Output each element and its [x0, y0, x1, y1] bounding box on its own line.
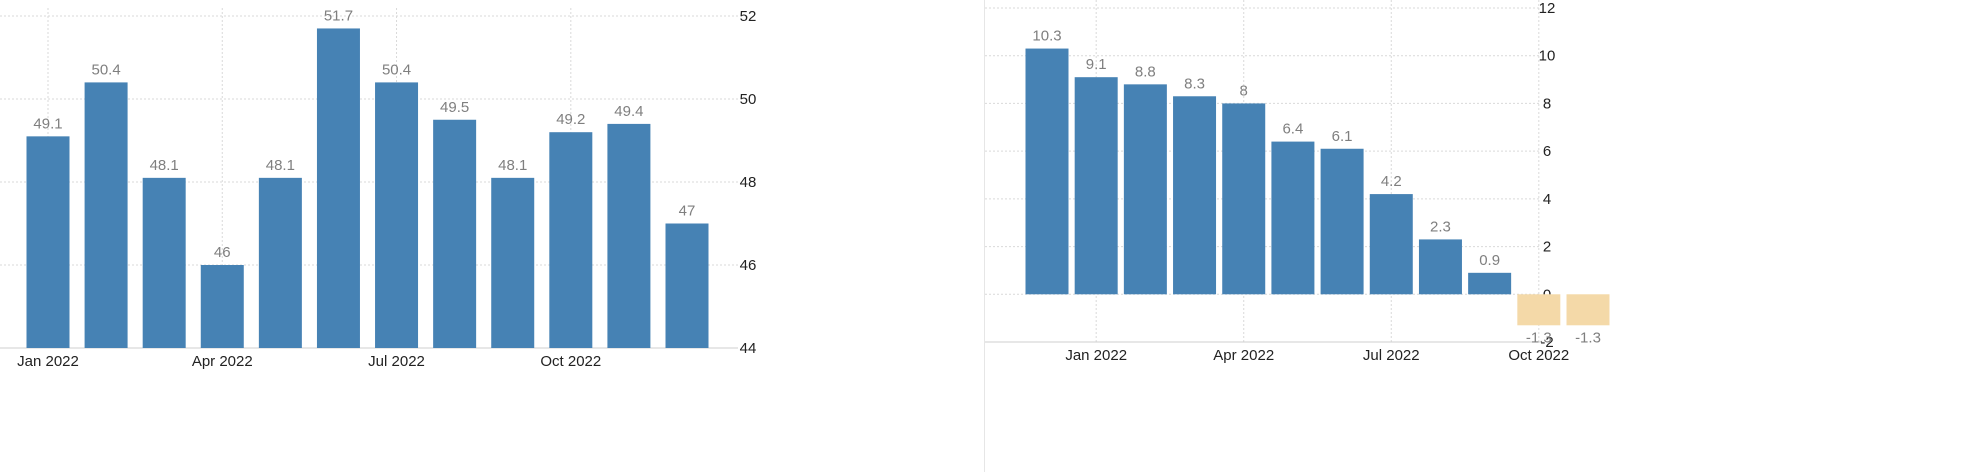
bar-chart-right: -202468101210.39.18.88.386.46.14.22.30.9…	[985, 0, 1610, 364]
right-bar	[1123, 84, 1167, 295]
left-bar	[26, 136, 70, 348]
right-data-label: 10.3	[1032, 28, 1061, 45]
right-ytick-label: 6	[1543, 143, 1551, 160]
left-data-label: 48.1	[150, 157, 179, 174]
chart-panel-left: 44 46 48 50 52 49.1 50.4 48.1 46 48.1 51.7 50.4 49.5…	[0, 7, 757, 370]
left-ytick-label: 52	[740, 8, 757, 25]
left-bar	[491, 177, 535, 348]
left-data-label: 49.2	[556, 111, 585, 128]
left-ytick-label: 50	[740, 91, 757, 108]
right-data-label: 6.4	[1282, 121, 1303, 138]
left-data-label: 47	[679, 203, 696, 220]
right-ytick-label: 2	[1543, 239, 1551, 256]
right-bar	[1369, 194, 1413, 295]
right-bar	[1566, 294, 1610, 326]
left-bar	[142, 177, 186, 348]
right-data-label: 9.1	[1086, 56, 1107, 73]
bar-chart-left: 44 46 48 50 52 49.1 50.4 48.1 46 48.1 51.7 50.4 49.5…	[0, 7, 757, 370]
right-bar	[1025, 48, 1069, 295]
left-bar	[549, 132, 593, 348]
left-xtick-label: Apr 2022	[192, 353, 253, 370]
right-data-label: 4.2	[1381, 173, 1402, 190]
right-bar	[1418, 239, 1462, 295]
right-xtick-label: Jul 2022	[1363, 347, 1420, 364]
left-bar	[258, 177, 302, 348]
right-ytick-label: 4	[1543, 191, 1551, 208]
left-bar	[375, 82, 419, 349]
right-xtick-label: Oct 2022	[1508, 347, 1569, 364]
left-bar	[433, 119, 477, 348]
left-data-label: 51.7	[324, 7, 353, 24]
right-bar	[1517, 294, 1561, 326]
right-bar	[1222, 103, 1266, 295]
right-ytick-label: 8	[1543, 95, 1551, 112]
left-data-label: 48.1	[498, 157, 527, 174]
right-xtick-label: Jan 2022	[1065, 347, 1127, 364]
right-xtick-label: Apr 2022	[1213, 347, 1274, 364]
left-ytick-label: 44	[740, 340, 757, 357]
right-data-label: 6.1	[1332, 128, 1353, 145]
left-xtick-label: Jan 2022	[17, 353, 79, 370]
right-data-label: 8	[1240, 82, 1248, 99]
left-bar	[665, 223, 709, 348]
panel-divider	[984, 0, 985, 472]
right-bar	[1468, 272, 1512, 295]
left-data-label: 49.1	[33, 115, 62, 132]
left-data-label: 48.1	[266, 157, 295, 174]
chart-panel-right: -202468101210.39.18.88.386.46.14.22.30.9…	[985, 0, 1967, 472]
left-xtick-label: Oct 2022	[540, 353, 601, 370]
left-data-label: 50.4	[91, 61, 120, 78]
right-ytick-label: -2	[1540, 334, 1553, 351]
left-data-label: 50.4	[382, 61, 411, 78]
left-bar	[200, 265, 244, 348]
right-data-label: -1.3	[1526, 329, 1552, 346]
right-data-label: 0.9	[1479, 252, 1500, 269]
left-ytick-label: 46	[740, 257, 757, 274]
right-bar	[1271, 141, 1315, 295]
right-data-label: 8.3	[1184, 75, 1205, 92]
left-xtick-label: Jul 2022	[368, 353, 425, 370]
right-data-label: 2.3	[1430, 218, 1451, 235]
left-data-label: 49.4	[614, 103, 643, 120]
left-bar	[316, 28, 360, 348]
right-data-label: 8.8	[1135, 63, 1156, 80]
right-bar	[1320, 148, 1364, 295]
left-bar	[84, 82, 128, 349]
left-ytick-label: 48	[740, 174, 757, 191]
right-bar	[1074, 77, 1118, 295]
right-ytick-label: 10	[1539, 48, 1556, 65]
left-bar	[607, 123, 651, 349]
right-bar	[1173, 96, 1217, 295]
left-data-label: 46	[214, 244, 231, 261]
right-ytick-label: 12	[1539, 0, 1556, 17]
left-data-label: 49.5	[440, 99, 469, 116]
right-data-label: -1.3	[1575, 329, 1601, 346]
